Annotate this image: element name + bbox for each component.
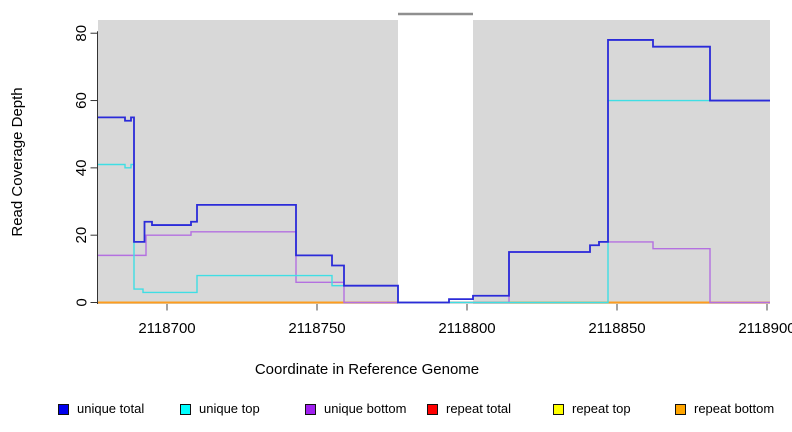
y-tick-label: 60 — [73, 92, 90, 109]
axes: 0 20 40 60 80 2118700 2118750 2118800 2118850 211… — [73, 25, 792, 337]
legend-label: repeat top — [572, 401, 631, 416]
legend-item-repeat-total: repeat total — [427, 400, 511, 418]
legend: unique total unique top unique bottom repea… — [0, 400, 792, 420]
legend-label: repeat total — [446, 401, 512, 416]
x-tick-label: 2118700 — [138, 320, 195, 337]
plot-background — [98, 20, 770, 304]
legend-swatch — [180, 403, 191, 415]
legend-label: unique total — [77, 401, 145, 416]
legend-item-unique-total: unique total — [58, 400, 144, 418]
x-tick-label: 2118750 — [288, 320, 345, 337]
x-tick-label: 2118800 — [438, 320, 495, 337]
legend-label: repeat bottom — [694, 401, 775, 416]
legend-label: unique bottom — [324, 401, 407, 416]
y-axis-title: Read Coverage Depth — [9, 87, 26, 236]
legend-swatch — [58, 403, 69, 415]
legend-swatch — [305, 403, 316, 415]
x-tick-label: 2118850 — [588, 320, 645, 337]
legend-swatch — [553, 403, 564, 415]
legend-item-unique-top: unique top — [180, 400, 260, 418]
legend-label: unique top — [199, 401, 260, 416]
legend-swatch — [427, 403, 438, 415]
legend-item-repeat-top: repeat top — [553, 400, 631, 418]
plot-bg-right — [473, 20, 770, 304]
y-tick-label: 80 — [73, 25, 90, 42]
series-lines — [98, 39, 770, 304]
x-tick-label: 2118900 — [738, 320, 792, 337]
y-tick-label: 0 — [73, 298, 90, 306]
y-tick-label: 20 — [73, 227, 90, 244]
legend-item-unique-bottom: unique bottom — [305, 400, 406, 418]
series-unique-total-line — [98, 39, 770, 304]
legend-swatch — [675, 403, 686, 415]
legend-item-repeat-bottom: repeat bottom — [675, 400, 774, 418]
coverage-plot: 0 20 40 60 80 2118700 2118750 2118800 2118850 211… — [9, 12, 792, 378]
x-axis-title: Coordinate in Reference Genome — [255, 361, 479, 378]
plot-bg-left — [98, 20, 398, 304]
y-tick-label: 40 — [73, 160, 90, 177]
